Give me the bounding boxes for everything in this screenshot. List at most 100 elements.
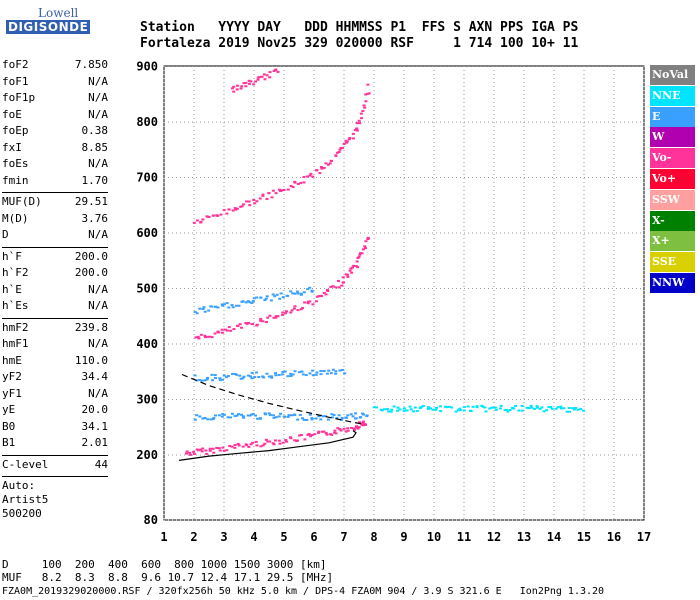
echo-spread <box>458 408 462 411</box>
echo-e2 <box>222 374 226 377</box>
echo-o2 <box>329 285 333 288</box>
echo-spread <box>579 407 583 410</box>
echo-e3 <box>271 293 275 296</box>
echo-o2 <box>314 300 318 303</box>
echo-o3 <box>235 207 239 210</box>
echo-o1 <box>307 432 311 435</box>
header-labels: Station YYYY DAY DDD HHMMSS P1 FFS S AXN… <box>140 20 579 35</box>
echo-spread <box>402 409 406 412</box>
param-value: 110.0 <box>74 353 108 367</box>
echo-o3 <box>339 146 343 149</box>
param-value: 34.4 <box>81 370 109 383</box>
echo-e2 <box>311 369 315 372</box>
echo-e3 <box>296 292 300 295</box>
echo-spread <box>494 408 498 411</box>
echo-e1 <box>302 418 306 421</box>
echo-o1 <box>352 428 356 431</box>
echo-e1 <box>268 414 272 417</box>
param-row: fxI 8.85 <box>2 141 108 158</box>
param-value: 8.85 <box>81 140 109 154</box>
echo-o1 <box>200 450 204 453</box>
param-key: foF1p <box>2 91 36 104</box>
echo-o1 <box>268 440 272 443</box>
echo-o3 <box>359 112 363 115</box>
echo-o2 <box>292 307 296 310</box>
echo-spread <box>392 405 396 408</box>
echo-o3 <box>219 213 223 216</box>
echo-o1 <box>184 452 188 455</box>
echo-e1 <box>201 417 205 420</box>
param-row: hmE 110.0 <box>2 354 108 371</box>
echo-o3 <box>319 166 323 169</box>
echo-e3 <box>279 292 283 295</box>
echo-o2 <box>210 336 214 339</box>
echo-e1 <box>253 414 257 417</box>
echo-o2 <box>251 323 255 326</box>
echo-spread <box>530 406 534 409</box>
echo-spread <box>387 410 391 413</box>
echo-e1 <box>330 413 334 416</box>
echo-e3 <box>220 303 224 306</box>
echo-o2 <box>320 294 324 297</box>
echo-spread <box>559 407 563 410</box>
param-value: 1.70 <box>81 173 109 187</box>
param-row: yE 20.0 <box>2 403 108 420</box>
echo-e1 <box>354 412 358 415</box>
echo-spread <box>389 410 393 413</box>
echo-o3 <box>245 200 249 203</box>
echo-o2 <box>350 271 354 274</box>
echo-o4 <box>247 82 251 85</box>
echo-o1 <box>298 434 302 437</box>
echo-o3 <box>265 197 269 200</box>
echo-o3 <box>207 216 211 219</box>
echo-o2 <box>322 291 326 294</box>
echo-e1 <box>221 413 225 416</box>
echo-o3 <box>364 93 368 96</box>
echo-o1 <box>339 429 343 432</box>
param-row: B1 2.01 <box>2 436 108 453</box>
echo-spread <box>454 410 458 413</box>
echo-e2 <box>322 370 326 373</box>
echo-o3 <box>255 200 259 203</box>
echo-o1 <box>356 427 360 430</box>
echo-e1 <box>296 418 300 421</box>
echo-o2 <box>259 317 263 320</box>
echo-o4 <box>262 73 266 76</box>
param-row: hmF1 N/A <box>2 337 108 354</box>
echo-o4 <box>268 71 272 74</box>
echo-o2 <box>342 281 346 284</box>
echo-e1 <box>335 417 339 420</box>
echo-o1 <box>361 424 365 427</box>
echo-e1 <box>220 415 224 418</box>
echo-e1 <box>231 412 235 415</box>
legend-item: NNW <box>650 272 695 293</box>
echo-e1 <box>314 417 318 420</box>
x-tick-label: 8 <box>370 530 377 544</box>
echo-e1 <box>301 417 305 420</box>
echo-o1 <box>205 452 209 455</box>
echo-o3 <box>355 129 359 132</box>
echo-o4 <box>254 80 258 83</box>
echo-e1 <box>290 414 294 417</box>
param-value: 7.850 <box>74 58 108 71</box>
echo-o1 <box>346 427 350 430</box>
echo-o2 <box>284 312 288 315</box>
param-key: h`F <box>2 249 22 263</box>
echo-spread <box>550 407 554 410</box>
echo-o2 <box>341 276 345 279</box>
echo-o1 <box>309 435 313 438</box>
echo-spread <box>565 410 569 413</box>
echo-o2 <box>306 302 310 305</box>
echo-spread <box>450 406 454 409</box>
echo-o2 <box>264 321 268 324</box>
echo-spread <box>390 408 394 411</box>
echo-e2 <box>231 372 235 375</box>
echo-o1 <box>284 438 288 441</box>
auto-line: Artist5 <box>2 493 49 506</box>
echo-o1 <box>361 420 365 423</box>
echo-e2 <box>225 376 229 379</box>
echo-e2 <box>283 370 287 373</box>
echo-o2 <box>203 334 207 337</box>
echo-o1 <box>325 433 329 436</box>
echo-o2 <box>352 264 356 267</box>
